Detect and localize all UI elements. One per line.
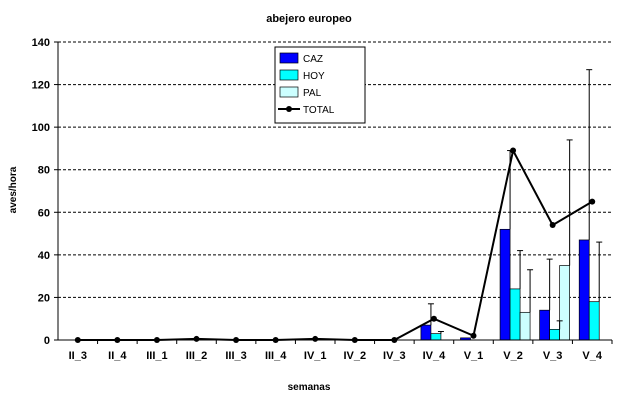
x-tick-label: III_1 — [146, 350, 167, 362]
x-tick-label: IV_3 — [383, 350, 406, 362]
x-tick-label: V_1 — [464, 350, 484, 362]
x-tick-label: V_2 — [503, 350, 523, 362]
total-point — [549, 222, 556, 229]
bar-pal — [519, 311, 531, 341]
y-axis-label: aves/hora — [8, 166, 19, 213]
x-tick-label: II_4 — [108, 350, 127, 362]
y-tick-label: 60 — [38, 207, 50, 219]
x-tick-label: IV_4 — [423, 350, 447, 362]
total-point — [589, 198, 596, 205]
total-point — [430, 315, 437, 322]
total-point — [193, 335, 200, 342]
bar-caz — [420, 324, 432, 341]
legend-label-caz: CAZ — [303, 54, 323, 65]
y-tick-label: 140 — [32, 37, 50, 49]
x-tick-label: V_3 — [543, 350, 563, 362]
bar-hoy — [549, 329, 560, 341]
x-tick-label: III_4 — [265, 350, 287, 362]
total-point — [312, 335, 319, 342]
bar-caz — [499, 228, 511, 341]
bar-hoy — [509, 288, 521, 341]
x-tick-label: V_4 — [582, 350, 602, 362]
bars — [420, 228, 600, 341]
bar-caz — [578, 239, 590, 341]
legend-swatch-pal — [279, 86, 299, 98]
y-tick-label: 40 — [38, 250, 50, 262]
y-tick-label: 0 — [44, 335, 50, 347]
x-tick-label: IV_1 — [304, 350, 327, 362]
x-tick-label: III_2 — [186, 350, 207, 362]
y-tick-label: 100 — [32, 122, 50, 134]
legend-marker-total — [286, 106, 292, 112]
legend-swatch-hoy — [279, 69, 299, 81]
total-point — [470, 332, 477, 339]
legend-swatch-caz — [279, 52, 299, 64]
y-tick-label: 120 — [32, 80, 50, 92]
bar-hoy — [430, 333, 442, 341]
legend-label-total: TOTAL — [303, 105, 335, 116]
bar-pal — [559, 265, 570, 341]
x-tick-label: IV_2 — [343, 350, 366, 362]
legend: CAZ HOY PAL TOTAL — [274, 46, 366, 124]
bar-hoy — [588, 301, 600, 341]
total-point — [510, 147, 517, 154]
bar-caz — [539, 309, 550, 341]
chart-title: abejero europeo — [266, 13, 352, 25]
legend-label-pal: PAL — [303, 88, 322, 99]
legend-label-hoy: HOY — [303, 71, 325, 82]
x-tick-label: III_3 — [225, 350, 246, 362]
y-tick-label: 20 — [38, 292, 50, 304]
x-tick-labels: II_3 II_4 III_1 III_2 III_3 III_4 IV_1 IV_2 IV_3… — [69, 340, 613, 362]
y-tick-labels: 0 20 40 60 80 100 120 140 — [32, 37, 58, 347]
x-tick-label: II_3 — [69, 350, 87, 362]
y-tick-label: 80 — [38, 165, 50, 177]
x-axis-label: semanas — [288, 382, 331, 393]
